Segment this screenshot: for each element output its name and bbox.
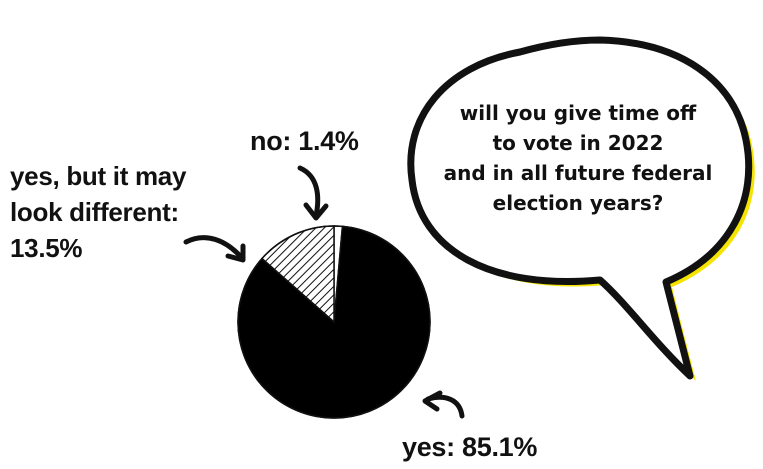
arrow-to-yes-slice bbox=[422, 390, 465, 419]
pie-outline bbox=[237, 225, 431, 419]
data-label-maybe-line-3: 13.5% bbox=[10, 233, 83, 263]
question-line-4: election years? bbox=[492, 191, 664, 215]
data-label-yes: yes: 85.1% bbox=[402, 432, 537, 463]
data-label-maybe: yes, but it may look different: 13.5% bbox=[10, 158, 186, 266]
data-label-no: no: 1.4% bbox=[250, 126, 359, 157]
arrow-to-maybe-slice bbox=[183, 235, 246, 263]
question-line-1: will you give time off bbox=[459, 101, 697, 125]
data-label-no-text: no: 1.4% bbox=[250, 126, 359, 156]
speech-bubble bbox=[407, 36, 755, 381]
data-label-maybe-line-2: look different: bbox=[10, 197, 179, 227]
data-label-maybe-line-1: yes, but it may bbox=[10, 161, 187, 191]
arrow-to-no-slice bbox=[297, 165, 329, 221]
question-line-3: and in all future federal bbox=[443, 161, 713, 185]
pie-chart bbox=[237, 225, 431, 419]
arrows bbox=[183, 165, 465, 419]
data-label-yes-text: yes: 85.1% bbox=[402, 432, 538, 462]
speech-bubble-body bbox=[407, 36, 753, 380]
question-line-2: to vote in 2022 bbox=[492, 131, 664, 155]
question-text: will you give time off to vote in 2022 a… bbox=[432, 98, 724, 218]
